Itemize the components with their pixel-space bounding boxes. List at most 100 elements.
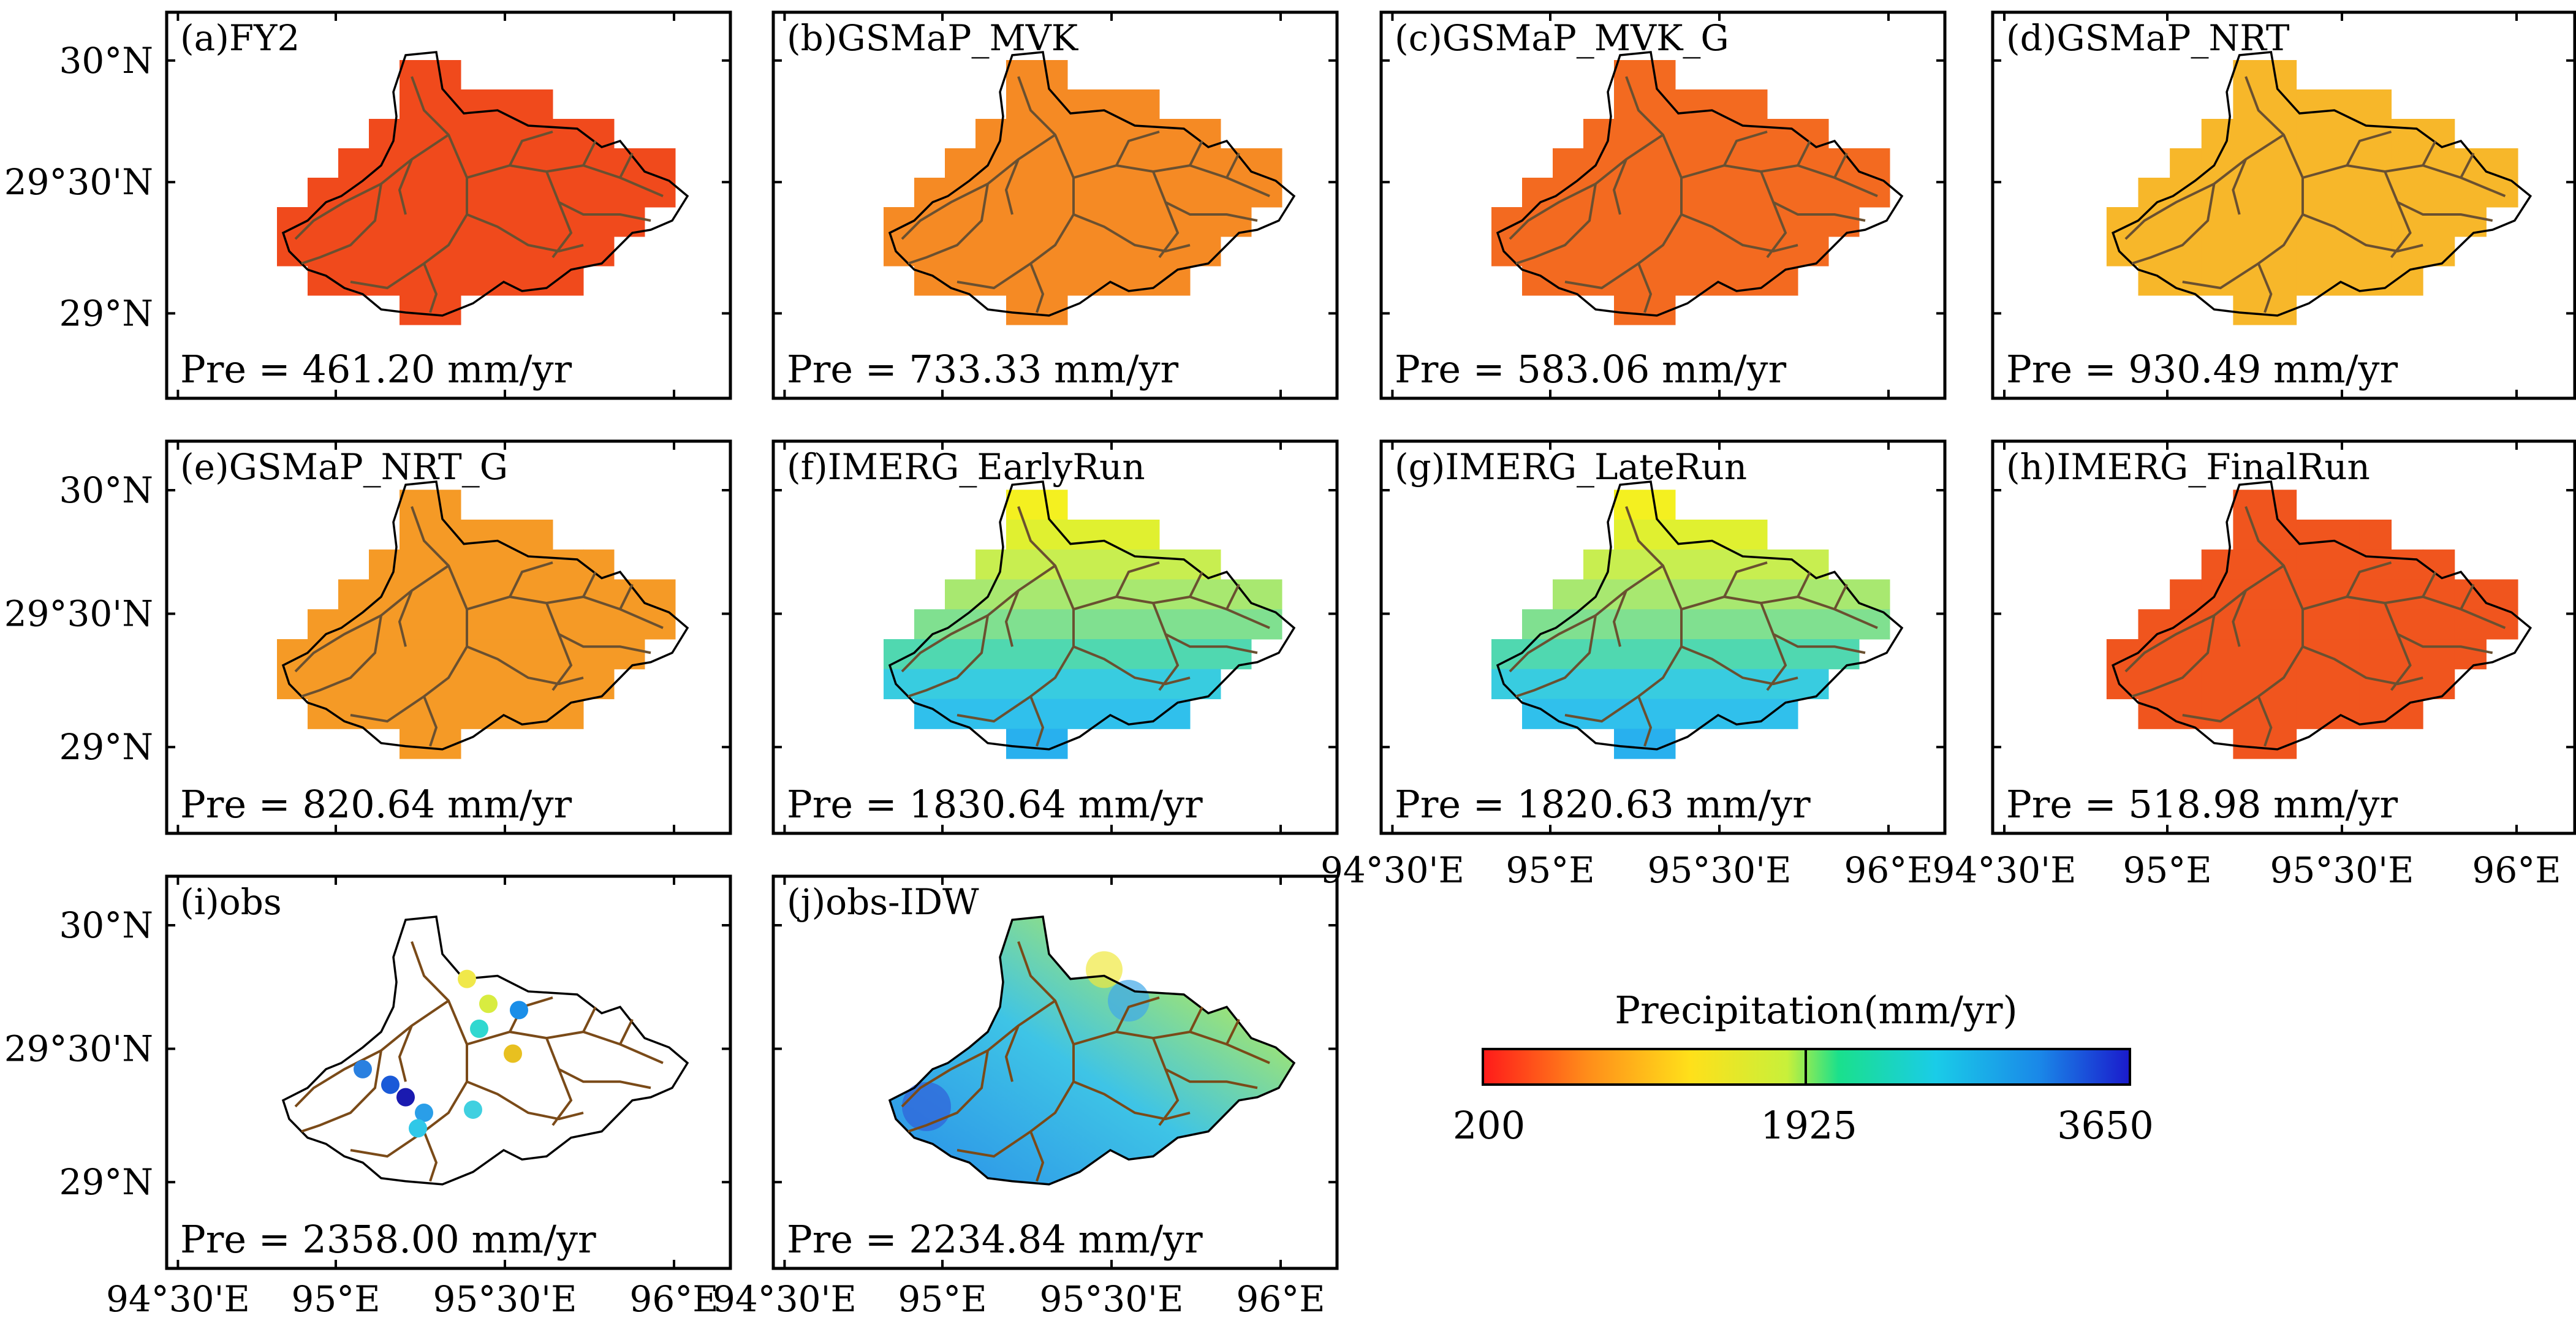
grid-cell [369,669,400,700]
river [2302,595,2506,629]
river [466,164,664,197]
river [1073,595,1270,629]
grid-cell [553,119,584,149]
grid-cell [2423,178,2455,208]
grid-cell [2233,148,2265,178]
grid-cell [1129,669,1160,700]
grid-cell [1737,639,1768,670]
grid-cell [1706,119,1737,149]
river [1723,131,1768,166]
river [1152,602,1258,654]
river [466,1030,664,1064]
grid-cell [2201,699,2233,729]
grid-cell [1706,549,1737,580]
idw-local-minimum [1086,951,1123,988]
frame-ticks [1993,441,2575,833]
panel-label: (a)FY2 [180,17,300,59]
grid-cell [491,237,523,267]
panel-precip-annotation: Pre = 518.98 mm/yr [2006,782,2398,827]
grid-cell [1006,295,1037,325]
precip-grid [2106,60,2518,325]
station-marker [354,1059,372,1078]
river [2232,159,2247,215]
station-marker [409,1119,427,1138]
grid-cell [2265,490,2297,520]
river-network [1509,506,1878,747]
grid-cell [1067,549,1099,580]
lat-tick-label: 29°30'N [4,1028,153,1070]
basin-boundary [2112,480,2532,751]
river [466,1080,584,1121]
grid-cell [461,609,492,640]
grid-cell [1706,579,1737,610]
river [1509,564,1664,673]
grid-cell [1037,609,1068,640]
grid-cell [2296,609,2328,640]
grid-cell [1645,60,1676,90]
river [2124,134,2285,240]
grid-cell [1067,178,1099,208]
grid-cell [553,549,584,580]
grid-cell [1006,119,1037,149]
grid-cell [1675,266,1707,296]
grid-cell [1491,237,1523,267]
grid-cell [400,119,431,149]
basin-boundary [281,51,689,317]
grid-cell [491,669,523,700]
river [1029,263,1045,313]
lon-tick-label: 95°30'E [1040,1278,1184,1320]
grid-cell [1553,579,1584,610]
river [2460,583,2475,610]
lon-tick-label: 96°E [1844,849,1933,891]
grid-cell [400,729,431,759]
river [2460,153,2475,178]
grid-cell [1190,178,1221,208]
grid-cell [1737,609,1768,640]
grid-cell [2233,295,2265,325]
grid-cell [1190,639,1221,670]
grid-cell [2328,609,2360,640]
river [466,213,584,253]
river [2384,602,2493,654]
grid-cell [1767,549,1798,580]
grid-cell [2138,609,2170,640]
river [1073,164,1270,197]
lat-tick-label: 29°N [59,726,153,768]
river [301,183,382,265]
grid-cell [2265,237,2297,267]
map-panel: (h)IMERG_FinalRun Pre = 518.98 mm/yr [1991,439,2576,835]
grid-cell [2170,148,2202,178]
grid-cell [1706,148,1737,178]
grid-cell [491,119,523,149]
river [294,999,450,1108]
grid-cell [522,207,553,237]
grid-cell [2201,237,2233,267]
river [509,561,553,597]
grid-cell [1006,178,1037,208]
grid-cell [2296,266,2328,296]
panel-precip-annotation: Pre = 930.49 mm/yr [2006,347,2398,392]
grid-cell [2328,699,2360,729]
river [1833,153,1848,178]
grid-cell [430,178,461,208]
grid-cell [1067,609,1099,640]
grid-cell [2296,699,2328,729]
grid-cell [2391,549,2423,580]
grid-cell [461,699,492,729]
grid-cell [1522,609,1553,640]
river [1189,1006,1203,1032]
river [1189,571,1203,597]
lat-tick-label: 30°N [59,40,153,81]
panel-label: (i)obs [180,881,282,923]
grid-cell [491,609,523,640]
map-panel: (c)GSMaP_MVK_G Pre = 583.06 mm/yr [1379,10,1947,400]
grid-cell [491,148,523,178]
lon-tick-label: 95°30'E [1648,849,1792,891]
grid-cell [1767,609,1798,640]
river [1681,213,1798,253]
lon-tick-label: 95°E [1506,849,1594,891]
panel-label: (b)GSMaP_MVK [787,17,1079,59]
river [2302,213,2423,253]
grid-cell [1706,266,1737,296]
